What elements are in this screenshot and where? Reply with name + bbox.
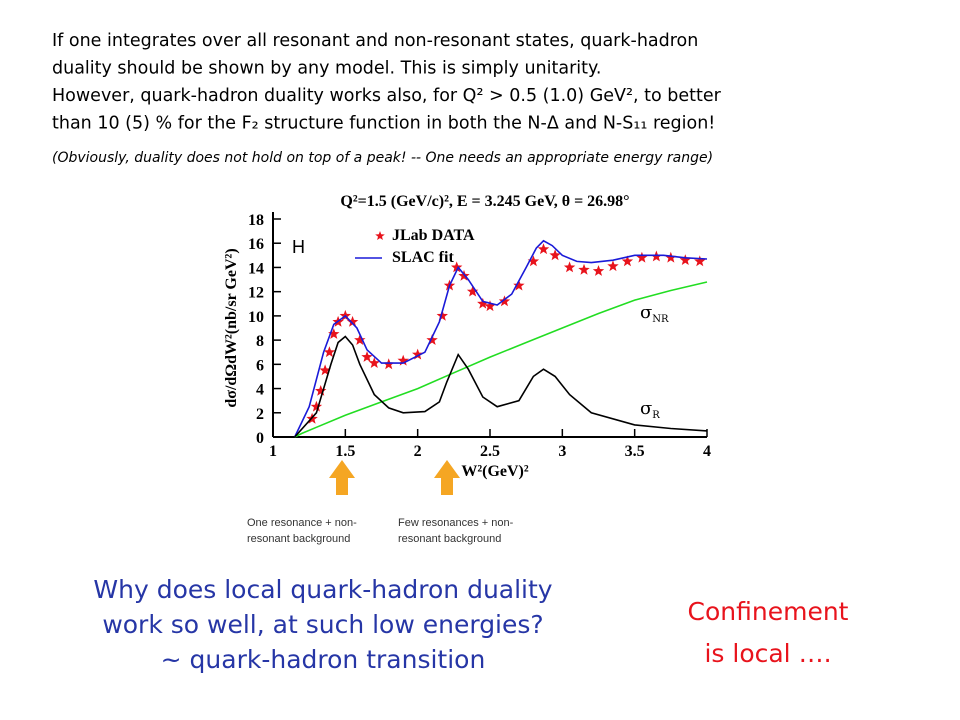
- y-tick-label: 10: [248, 309, 264, 326]
- y-tick-label: 12: [248, 285, 264, 302]
- series-line: [294, 281, 708, 438]
- intro-line: However, quark-hadron duality works also…: [52, 86, 722, 106]
- data-point: [412, 348, 424, 360]
- data-point: [484, 300, 496, 312]
- arrow-note: resonant background: [247, 533, 350, 545]
- data-point: [592, 265, 605, 276]
- data-point: [498, 295, 511, 307]
- y-axis-label: dσ/dΩdW²(nb/sr GeV²): [223, 248, 240, 407]
- question-line: work so well, at such low energies?: [102, 610, 543, 639]
- data-point: [549, 249, 561, 261]
- x-tick-label: 3.5: [625, 443, 645, 460]
- data-point: [607, 260, 619, 272]
- series-line: [294, 335, 708, 438]
- x-tick-label: 4: [703, 443, 711, 460]
- data-point: [621, 255, 634, 267]
- intro-line: duality should be shown by any model. Th…: [52, 59, 601, 79]
- y-tick-label: 2: [256, 406, 264, 423]
- y-tick-label: 14: [248, 260, 264, 277]
- y-tick-label: 4: [256, 382, 264, 399]
- data-point: [354, 334, 366, 345]
- y-tick-label: 6: [256, 357, 264, 374]
- data-point: [636, 251, 648, 263]
- data-point: [537, 243, 550, 255]
- data-point: [328, 328, 340, 339]
- arrow: [329, 460, 355, 495]
- arrow: [434, 460, 460, 495]
- data-point: [466, 285, 479, 297]
- y-tick-label: 0: [256, 430, 264, 447]
- intro-line: than 10 (5) % for the F₂ structure funct…: [52, 114, 715, 134]
- x-tick-label: 2: [414, 443, 422, 460]
- data-point: [436, 309, 448, 321]
- data-point: [319, 364, 331, 376]
- arrow-note: One resonance + non-: [247, 517, 357, 529]
- question-line: ~ quark-hadron transition: [161, 645, 486, 674]
- arrow-note: resonant background: [398, 533, 501, 545]
- legend-label: SLAC fit: [392, 249, 454, 266]
- intro-note: (Obviously, duality does not hold on top…: [52, 150, 713, 166]
- data-point: [563, 261, 576, 273]
- arrow-note: Few resonances + non-: [398, 517, 514, 529]
- y-tick-label: 18: [248, 212, 264, 229]
- data-point: [665, 251, 677, 263]
- data-point: [397, 354, 409, 366]
- conclusion-line: is local ….: [704, 639, 831, 668]
- y-tick-label: 8: [256, 333, 264, 350]
- series-label: σNR: [640, 302, 669, 325]
- y-tick-label: 16: [248, 236, 264, 253]
- data-point: [451, 261, 463, 273]
- series-label: σR: [640, 398, 660, 421]
- data-point: [527, 255, 540, 267]
- chart-title: Q²=1.5 (GeV/c)², E = 3.245 GeV, θ = 26.9…: [340, 193, 629, 210]
- data-point: [578, 263, 590, 275]
- x-tick-label: 2.5: [480, 443, 500, 460]
- data-point: [346, 315, 359, 327]
- x-tick-label: 1: [269, 443, 277, 460]
- intro-line: If one integrates over all resonant and …: [52, 31, 698, 51]
- annotation: H: [292, 237, 305, 257]
- data-point: [323, 346, 336, 358]
- conclusion-line: Confinement: [688, 597, 849, 626]
- data-point: [679, 254, 691, 265]
- data-point: [368, 357, 380, 368]
- data-point: [310, 400, 323, 412]
- series-line: [293, 239, 708, 438]
- x-axis-label: W²(GeV)²: [461, 463, 529, 480]
- question-line: Why does local quark-hadron duality: [93, 575, 552, 604]
- x-tick-label: 1.5: [335, 443, 355, 460]
- x-tick-label: 3: [558, 443, 566, 460]
- data-point: [315, 385, 327, 396]
- legend-label: JLab DATA: [392, 227, 475, 244]
- data-point: [361, 351, 373, 362]
- data-point: [426, 334, 438, 345]
- data-point: [694, 255, 706, 267]
- data-point: [477, 297, 489, 309]
- legend-marker: [375, 231, 385, 240]
- data-point: [513, 279, 525, 291]
